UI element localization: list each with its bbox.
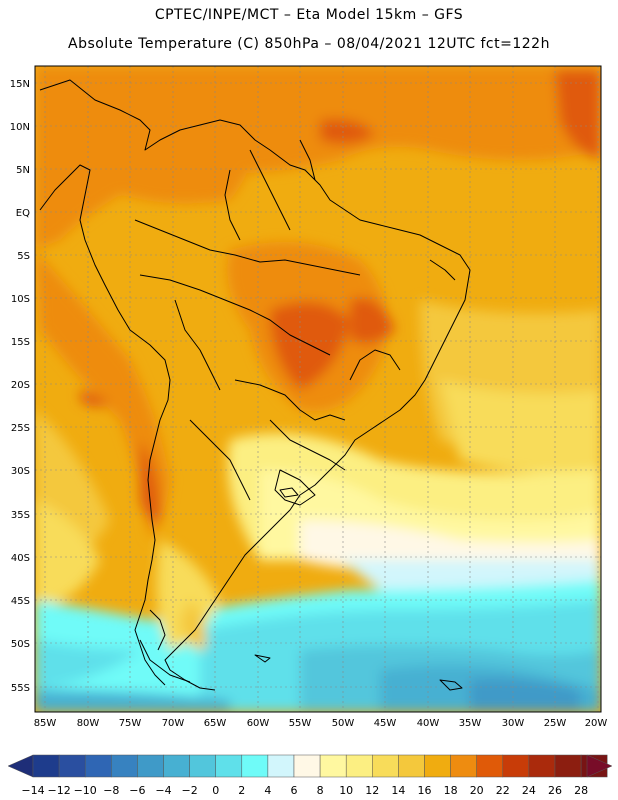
colorbar-swatch [111, 754, 138, 778]
lat-label: 20S [11, 380, 30, 391]
colorbar-swatch [163, 754, 190, 778]
lat-label: 40S [11, 553, 30, 564]
colorbar-label: −10 [74, 784, 97, 797]
lat-label: EQ [16, 208, 30, 219]
colorbar-swatch [58, 754, 86, 778]
colorbar-label: −4 [155, 784, 171, 797]
lat-label: 5S [17, 251, 30, 262]
lat-label: 5N [16, 165, 30, 176]
colorbar-swatch [554, 754, 582, 778]
colorbar-swatch [450, 754, 477, 778]
colorbar-label: 22 [496, 784, 510, 797]
lon-label: 75W [119, 718, 142, 729]
lon-label: 45W [374, 718, 397, 729]
colorbar: −14 −12 −10 −8 −6 −4 −2 0 2 4 6 8 10 12 14 16 18 20 22 24 26… [7, 754, 613, 797]
colorbar-swatch [424, 754, 451, 778]
lat-label: 10S [11, 294, 30, 305]
lon-label: 70W [162, 718, 185, 729]
colorbar-swatch [502, 754, 530, 778]
lon-label: 35W [459, 718, 482, 729]
colorbar-label: 16 [418, 784, 432, 797]
colorbar-swatch [32, 754, 60, 778]
lon-label: 30W [502, 718, 525, 729]
colorbar-swatch [345, 754, 373, 778]
colorbar-label: −12 [47, 784, 70, 797]
colorbar-swatch [267, 754, 295, 778]
lat-label: 55S [11, 683, 30, 694]
colorbar-swatch [476, 754, 504, 778]
colorbar-label: −6 [129, 784, 145, 797]
colorbar-label: 20 [470, 784, 484, 797]
map-frame [34, 65, 602, 713]
colorbar-swatch [189, 754, 216, 778]
colorbar-label: 4 [264, 784, 271, 797]
lat-label: 15S [11, 337, 30, 348]
colorbar-label: 0 [212, 784, 219, 797]
colorbar-label: 2 [238, 784, 245, 797]
lon-label: 25W [544, 718, 567, 729]
colorbar-underflow [7, 754, 34, 778]
lat-label: 10N [10, 122, 30, 133]
map-subtitle: Absolute Temperature (C) 850hPa – 08/04/… [68, 36, 550, 52]
lon-label: 60W [247, 718, 270, 729]
colorbar-label: −14 [21, 784, 44, 797]
lon-label: 80W [77, 718, 100, 729]
colorbar-label: −8 [103, 784, 119, 797]
temperature-field [35, 66, 601, 712]
colorbar-swatch [293, 754, 321, 778]
lat-label: 25S [11, 423, 30, 434]
colorbar-swatch [241, 754, 269, 778]
graticule [35, 66, 601, 712]
lon-label: 50W [332, 718, 355, 729]
lon-label: 85W [34, 718, 57, 729]
colorbar-label: 28 [574, 784, 588, 797]
colorbar-label: 18 [444, 784, 458, 797]
colorbar-label: −2 [181, 784, 197, 797]
lat-label: 35S [11, 510, 30, 521]
lat-label: 45S [11, 596, 30, 607]
colorbar-label: 24 [522, 784, 536, 797]
lon-label: 55W [289, 718, 312, 729]
colorbar-label: 8 [317, 784, 324, 797]
longitude-labels: 85W 80W 75W 70W 65W 60W 55W 50W 45W 40W … [34, 718, 608, 729]
colorbar-swatch [372, 754, 399, 778]
lat-label: 50S [11, 639, 30, 650]
colorbar-label: 10 [339, 784, 353, 797]
colorbar-swatch [528, 754, 556, 778]
colorbar-swatch [137, 754, 164, 778]
colorbar-swatch [215, 754, 243, 778]
colorbar-label: 12 [365, 784, 379, 797]
colorbar-label: 26 [548, 784, 562, 797]
lat-label: 30S [11, 466, 30, 477]
coastline [39, 79, 471, 691]
colorbar-overflow [586, 754, 613, 778]
colorbar-swatch [398, 754, 425, 778]
lon-label: 40W [417, 718, 440, 729]
lat-label: 15N [10, 79, 30, 90]
colorbar-label: 14 [391, 784, 405, 797]
colorbar-swatch [319, 754, 347, 778]
colorbar-swatch [84, 754, 112, 778]
lon-label: 65W [204, 718, 227, 729]
map-title: CPTEC/INPE/MCT – Eta Model 15km – GFS [154, 7, 464, 23]
lon-label: 20W [585, 718, 608, 729]
colorbar-label: 6 [291, 784, 298, 797]
latitude-labels: 15N 10N 5N EQ 5S 10S 15S 20S 25S 30S 35S… [10, 79, 30, 694]
